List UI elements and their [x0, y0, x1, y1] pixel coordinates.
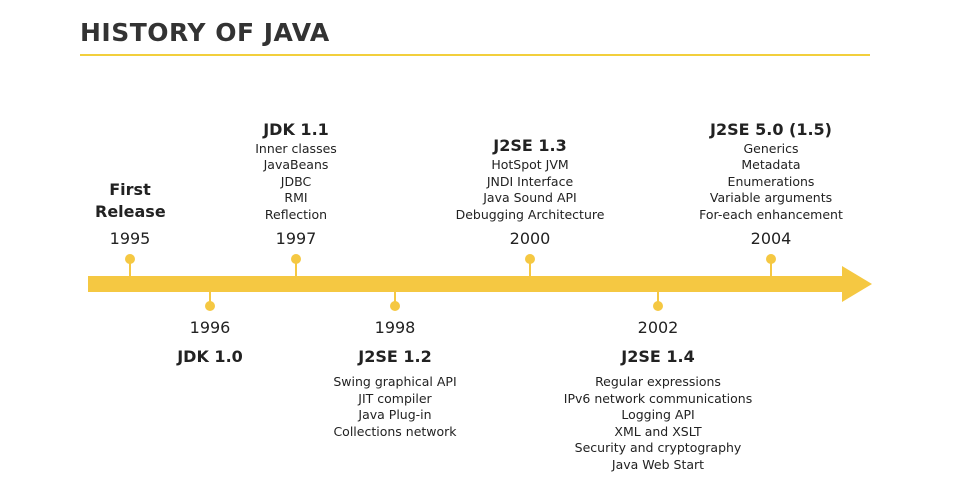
event-item: Security and cryptography [574, 440, 742, 455]
event-item: Java Web Start [611, 456, 705, 472]
title-rule [80, 54, 870, 56]
event-item: XML and XSLT [614, 423, 702, 439]
event: JDK 1.0 [177, 346, 243, 374]
event-item: Debugging Architecture [455, 206, 605, 222]
tick-dot [390, 301, 400, 311]
event-item: Inner classes [255, 140, 337, 156]
event-item: HotSpot JVM [491, 157, 569, 172]
event-year: 1997 [275, 229, 317, 248]
event-item: For-each enhancement [699, 206, 843, 222]
event-item: Variable arguments [709, 190, 833, 205]
event-item: Swing graphical API [333, 374, 457, 389]
page-title: HISTORY OF JAVA [80, 18, 330, 47]
event-item: JNDI Interface [486, 173, 574, 189]
event-title: J2SE 1.3 [493, 136, 567, 155]
event-year: 1996 [189, 318, 231, 337]
event-year: 1998 [374, 318, 416, 337]
event-year: 2004 [750, 229, 792, 248]
event-item: Enumerations [727, 173, 815, 189]
event-year: 2002 [637, 318, 679, 337]
event-item: Logging API [621, 407, 695, 422]
event-item: RMI [284, 190, 308, 205]
event-item: Java Plug-in [358, 407, 432, 422]
event-title: First Release [95, 180, 166, 221]
timeline-arrowhead [842, 266, 872, 302]
tick-dot [653, 301, 663, 311]
event: J2SE 5.0 (1.5) Generics Metadata Enumeratio… [699, 119, 843, 224]
event: JDK 1.1 Inner classes JavaBeans JDBC RMI Refl… [255, 119, 337, 224]
event: J2SE 1.2 Swing graphical API JIT compiler J… [333, 346, 456, 440]
event-year: 2000 [509, 229, 551, 248]
event-item: Generics [743, 140, 799, 156]
tick-dot [291, 254, 301, 264]
event-title: JDK 1.1 [263, 119, 329, 139]
timeline-bar [88, 276, 848, 292]
event-item: Collections network [333, 423, 457, 439]
event-title: J2SE 1.4 [621, 347, 695, 366]
event-item: JIT compiler [358, 390, 432, 406]
event: First Release [95, 179, 166, 223]
event-item: JavaBeans [263, 157, 329, 172]
event-year: 1995 [109, 229, 151, 248]
event-item: Regular expressions [595, 374, 721, 389]
event-title: J2SE 5.0 (1.5) [709, 119, 832, 139]
event-item: JDBC [280, 173, 312, 189]
event-item: Metadata [741, 157, 801, 172]
event-item: Reflection [264, 206, 328, 222]
event-item: IPv6 network communications [563, 390, 753, 406]
tick-dot [205, 301, 215, 311]
tick-dot [766, 254, 776, 264]
tick-dot [125, 254, 135, 264]
event-title: J2SE 1.2 [358, 347, 432, 366]
event-item: Java Sound API [483, 190, 577, 205]
event: J2SE 1.4 Regular expressions IPv6 network … [564, 346, 752, 473]
event-title: JDK 1.0 [177, 347, 243, 366]
event: J2SE 1.3 HotSpot JVM JNDI Interface Java So… [456, 135, 605, 223]
tick-dot [525, 254, 535, 264]
